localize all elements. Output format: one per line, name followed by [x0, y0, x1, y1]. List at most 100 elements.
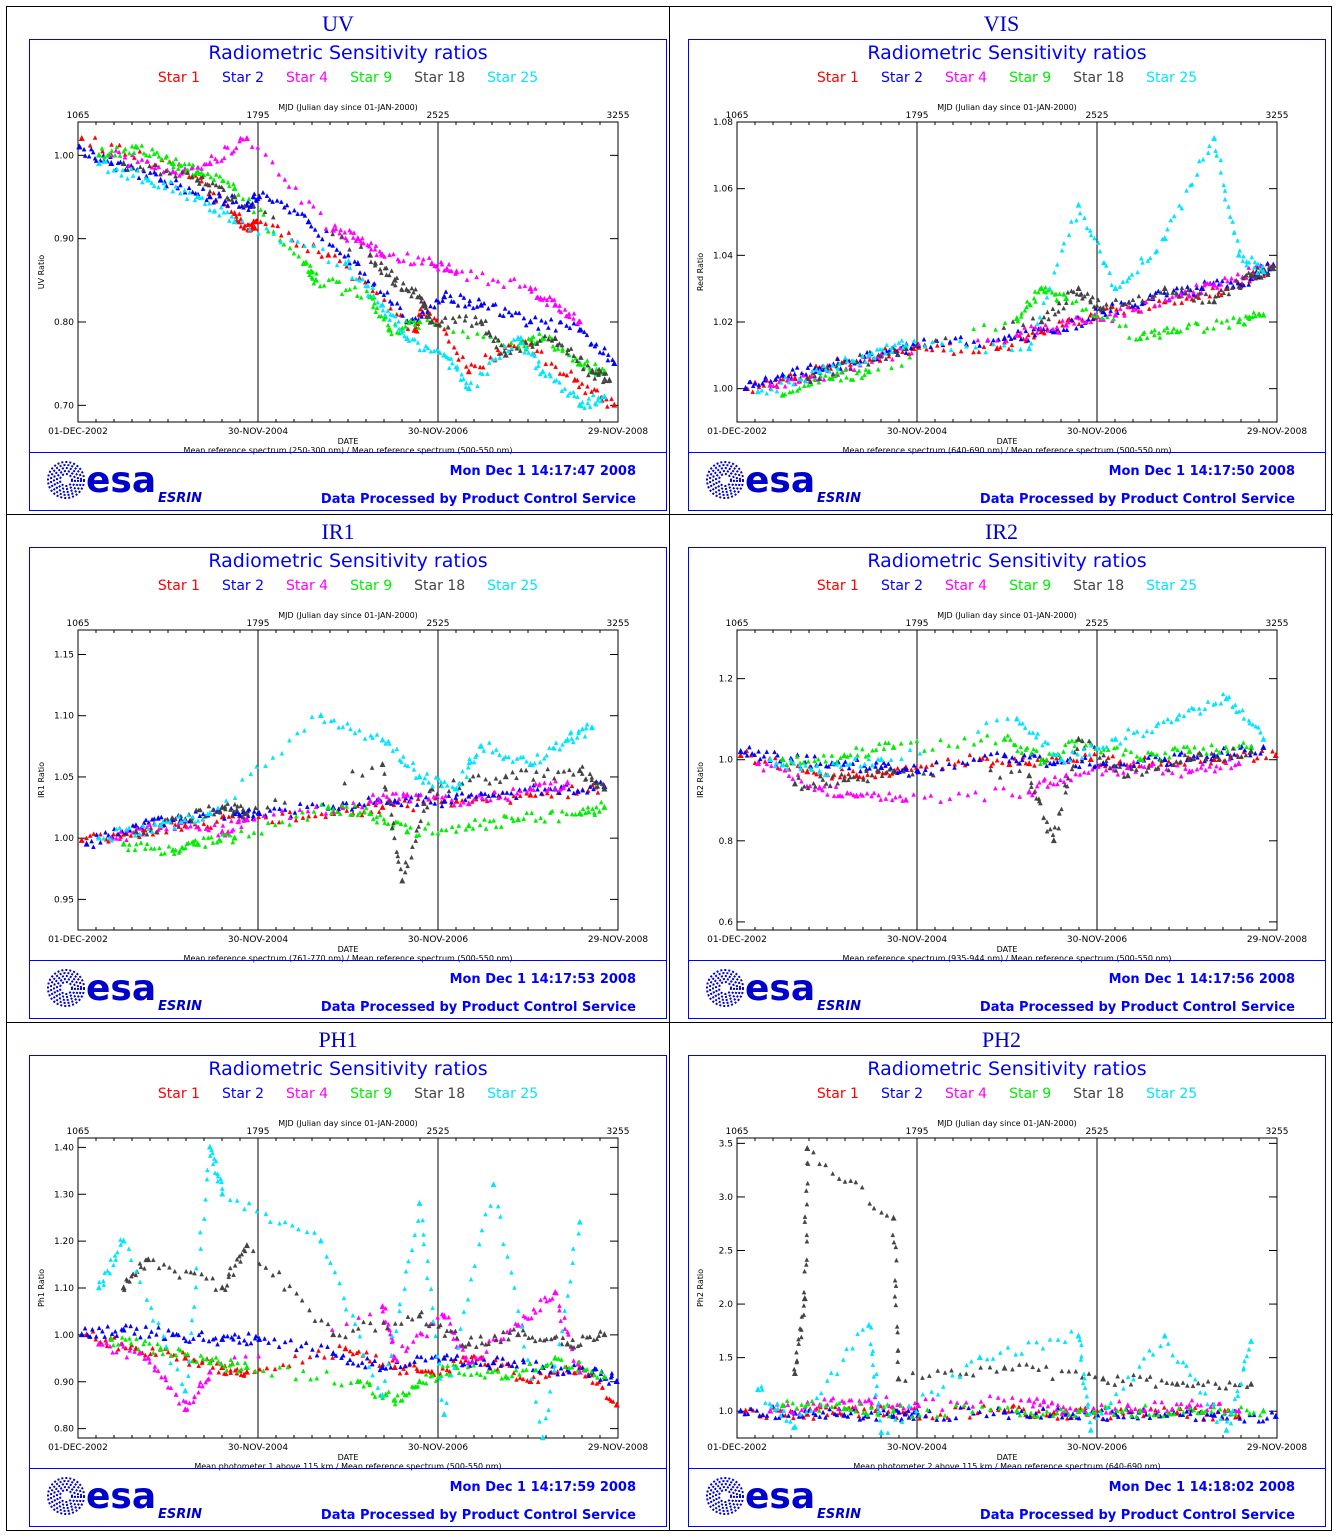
- data-point-fill: [854, 370, 860, 376]
- data-point-fill: [598, 1377, 603, 1382]
- data-point-fill: [116, 831, 121, 837]
- data-point-fill: [512, 1285, 517, 1290]
- data-point-fill: [284, 202, 290, 208]
- data-point-fill: [1194, 294, 1199, 299]
- data-point-fill: [468, 1372, 474, 1377]
- data-point-fill: [939, 766, 945, 772]
- data-point-fill: [1055, 759, 1060, 765]
- data-point-fill: [505, 797, 511, 802]
- data-point-fill: [192, 1270, 197, 1276]
- data-point-fill: [1023, 328, 1029, 334]
- data-point-fill: [1226, 291, 1232, 297]
- data-point-fill: [1009, 792, 1015, 798]
- data-point-fill: [1074, 298, 1079, 304]
- data-point-fill: [571, 1358, 576, 1363]
- data-point-fill: [240, 814, 246, 820]
- data-point: [253, 218, 260, 225]
- data-point-fill: [505, 348, 511, 354]
- data-point: [342, 259, 349, 266]
- data-point-fill: [1090, 312, 1096, 318]
- data-point-fill: [930, 1415, 935, 1421]
- plot-frame: Radiometric Sensitivity ratios Star 1 Star…: [29, 547, 667, 1019]
- data-point-fill: [750, 383, 756, 389]
- data-point-fill: [829, 753, 835, 758]
- plot-frame: Radiometric Sensitivity ratios Star 1 Star…: [29, 1055, 667, 1527]
- data-point-fill: [376, 809, 382, 815]
- data-point-fill: [462, 797, 468, 803]
- esa-logo: esa ESRIN: [46, 966, 246, 1014]
- data-point-fill: [1168, 217, 1174, 223]
- data-point-fill: [189, 1358, 195, 1364]
- data-point-fill: [109, 142, 114, 147]
- data-point-fill: [415, 796, 421, 801]
- data-point-fill: [293, 1376, 299, 1382]
- data-point-fill: [118, 159, 123, 165]
- data-point-fill: [173, 177, 179, 183]
- data-point-fill: [430, 1318, 436, 1324]
- data-point-fill: [135, 159, 141, 164]
- data-point-fill: [917, 1415, 922, 1421]
- data-point-fill: [592, 812, 598, 817]
- data-point-fill: [1239, 753, 1244, 759]
- data-point-fill: [322, 719, 327, 725]
- data-point-fill: [408, 825, 413, 830]
- data-point-fill: [434, 317, 439, 323]
- data-point-fill: [446, 324, 451, 330]
- data-point-fill: [571, 790, 577, 796]
- data-point-fill: [1191, 297, 1197, 303]
- data-point-fill: [967, 1414, 973, 1420]
- data-point-fill: [295, 211, 300, 216]
- data-point: [317, 1237, 324, 1244]
- data-point: [416, 1378, 423, 1385]
- data-point-fill: [554, 1290, 559, 1296]
- data-point-fill: [867, 765, 872, 771]
- data-point-fill: [287, 209, 292, 215]
- data-point-fill: [292, 810, 298, 815]
- data-point: [1112, 284, 1119, 291]
- data-point-fill: [1203, 291, 1209, 297]
- data-point-fill: [163, 829, 169, 835]
- data-point-fill: [446, 365, 452, 371]
- data-point-fill: [421, 311, 427, 317]
- data-point-fill: [962, 735, 967, 741]
- data-point-fill: [1005, 733, 1011, 738]
- legend-entry: Star 9: [350, 70, 393, 86]
- data-point: [902, 796, 909, 803]
- data-point-fill: [199, 1271, 204, 1277]
- data-point-fill: [1082, 215, 1087, 221]
- data-point-fill: [1135, 304, 1141, 310]
- data-point-fill: [390, 1338, 396, 1344]
- data-point-fill: [1241, 716, 1247, 721]
- data-point-fill: [922, 343, 928, 349]
- data-point-fill: [201, 821, 207, 827]
- series-star-9: [120, 799, 608, 857]
- data-point-fill: [873, 747, 879, 753]
- data-point-fill: [568, 346, 574, 351]
- data-point-fill: [1223, 744, 1229, 750]
- data-point-fill: [480, 1354, 486, 1360]
- data-point-fill: [376, 796, 382, 801]
- data-point-fill: [598, 1329, 603, 1334]
- data-point-fill: [403, 318, 409, 324]
- data-point-fill: [415, 254, 421, 260]
- data-point-fill: [483, 776, 489, 782]
- data-point-fill: [1079, 291, 1084, 296]
- legend-entry: Star 18: [1073, 70, 1125, 86]
- data-point-fill: [312, 1318, 318, 1323]
- data-point-fill: [325, 1321, 331, 1327]
- legend-entry: Star 2: [880, 1086, 924, 1102]
- data-point-fill: [415, 340, 421, 345]
- data-point-fill: [444, 331, 449, 336]
- data-point-fill: [1052, 311, 1058, 317]
- data-point-fill: [520, 1327, 526, 1333]
- data-point-fill: [232, 1354, 237, 1360]
- data-point-fill: [1181, 744, 1187, 749]
- data-point-fill: [579, 403, 584, 409]
- data-point-fill: [195, 818, 201, 823]
- data-point-fill: [1006, 346, 1012, 352]
- data-point-fill: [324, 1254, 330, 1259]
- data-point-fill: [1057, 291, 1062, 296]
- footer-separator: [30, 1468, 666, 1469]
- data-point-fill: [388, 1331, 393, 1337]
